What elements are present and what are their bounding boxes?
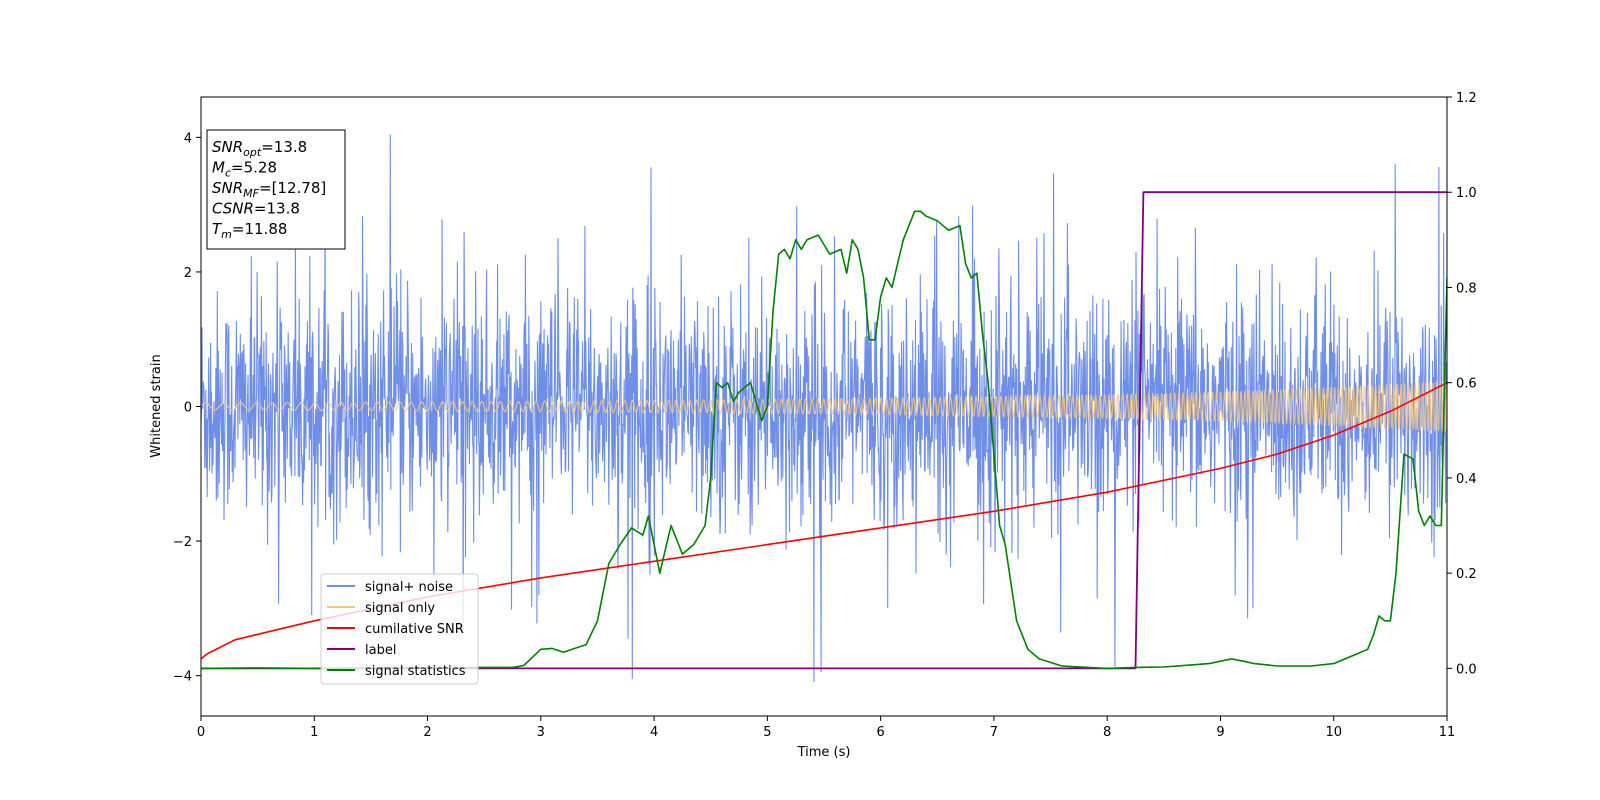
legend: signal+ noise signal only cumilative SNR la… [320, 573, 479, 685]
x-axis-label: Time (s) [797, 745, 851, 760]
legend-frame [320, 573, 479, 685]
x-tick-label: 9 [1216, 725, 1224, 740]
legend-entry: signal statistics [365, 664, 466, 679]
legend-entry: cumilative SNR [365, 622, 464, 637]
legend-entry: signal+ noise [365, 580, 453, 595]
x-tick-label: 5 [763, 725, 771, 740]
x-tick-label: 3 [537, 725, 545, 740]
plot-area [201, 134, 1447, 682]
y2-tick-label: 0.0 [1456, 662, 1477, 677]
y-axis-right: 0.0 0.2 0.4 0.6 0.8 1.0 1.2 [1447, 91, 1477, 677]
y-tick-label: −2 [173, 535, 192, 550]
y-axis-left: −4 −2 0 2 4 [173, 131, 201, 685]
series-cumilative-snr [201, 381, 1447, 660]
x-tick-label: 7 [990, 725, 998, 740]
y-tick-label: −4 [173, 670, 192, 685]
y2-tick-label: 1.2 [1456, 91, 1477, 106]
y2-tick-label: 0.4 [1456, 472, 1477, 487]
y2-tick-label: 0.6 [1456, 377, 1477, 392]
x-tick-label: 6 [876, 725, 884, 740]
y2-tick-label: 0.8 [1456, 281, 1477, 296]
x-tick-label: 11 [1439, 725, 1456, 740]
annotation-line: Tm=11.88 [212, 220, 287, 241]
y-tick-label: 2 [184, 266, 192, 281]
annotation-line: CSNR=13.8 [212, 200, 300, 218]
legend-entry: label [365, 643, 396, 658]
x-tick-label: 8 [1103, 725, 1111, 740]
legend-entry: signal only [365, 601, 435, 616]
x-tick-label: 4 [650, 725, 658, 740]
series-signal-noise [201, 134, 1447, 682]
y-tick-label: 4 [184, 131, 192, 146]
annotation-line: SNRopt=13.8 [212, 138, 307, 159]
annotation-line: SNRMF=[12.78] [212, 179, 326, 200]
series-signal-statistics [201, 210, 1447, 670]
x-tick-label: 10 [1325, 725, 1342, 740]
series-label [201, 191, 1447, 670]
y2-tick-label: 0.2 [1456, 567, 1477, 582]
y-axis-label: Whitened strain [149, 354, 164, 457]
y2-tick-label: 1.0 [1456, 186, 1477, 201]
annotation-line: Mc=5.28 [212, 159, 277, 180]
x-axis: 0 1 2 3 4 5 6 7 8 9 10 11 [197, 716, 1455, 740]
annotation-box: SNRopt=13.8Mc=5.28SNRMF=[12.78]CSNR=13.8… [206, 129, 346, 250]
annotation-frame [206, 129, 346, 250]
x-tick-label: 1 [310, 725, 318, 740]
series-signal-only [201, 380, 1447, 432]
x-tick-label: 0 [197, 725, 205, 740]
y-tick-label: 0 [184, 401, 192, 416]
x-tick-label: 2 [423, 725, 431, 740]
